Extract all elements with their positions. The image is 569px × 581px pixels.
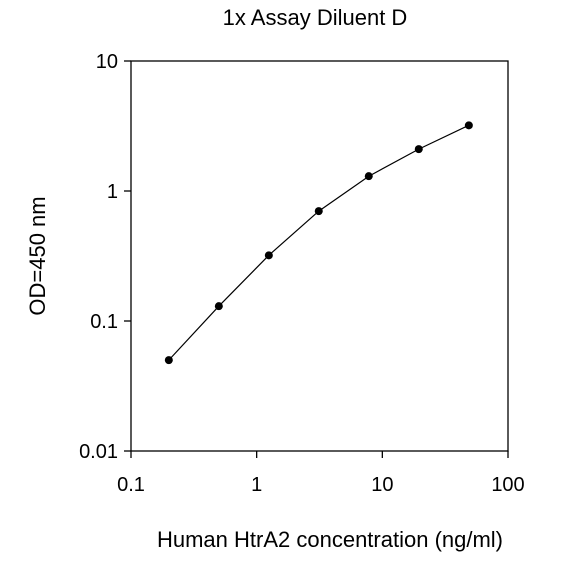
data-point xyxy=(314,207,323,216)
data-points xyxy=(164,121,473,365)
data-point xyxy=(364,172,373,181)
x-tick-label: 0.1 xyxy=(117,474,145,496)
series-line xyxy=(168,124,470,361)
data-point xyxy=(414,145,423,154)
y-tick-label: 10 xyxy=(96,51,118,73)
data-point xyxy=(214,302,223,311)
y-tick-label: 0.01 xyxy=(79,441,118,463)
x-tick-label: 100 xyxy=(491,474,524,496)
data-point xyxy=(464,121,473,130)
y-tick-label: 0.1 xyxy=(90,311,118,333)
x-tick-label: 10 xyxy=(371,474,393,496)
y-tick-label: 1 xyxy=(107,181,118,203)
x-axis-label: Human HtrA2 concentration (ng/ml) xyxy=(157,527,503,552)
y-axis-label: OD=450 nm xyxy=(25,196,50,315)
y-axis: 0.01 0.1 1 10 xyxy=(79,51,131,463)
plot-area xyxy=(130,60,509,452)
x-axis: 0.1 1 10 100 xyxy=(117,451,525,496)
data-point xyxy=(264,251,273,260)
data-point xyxy=(164,356,173,365)
chart-title: 1x Assay Diluent D xyxy=(223,5,408,30)
x-tick-label: 1 xyxy=(251,474,262,496)
